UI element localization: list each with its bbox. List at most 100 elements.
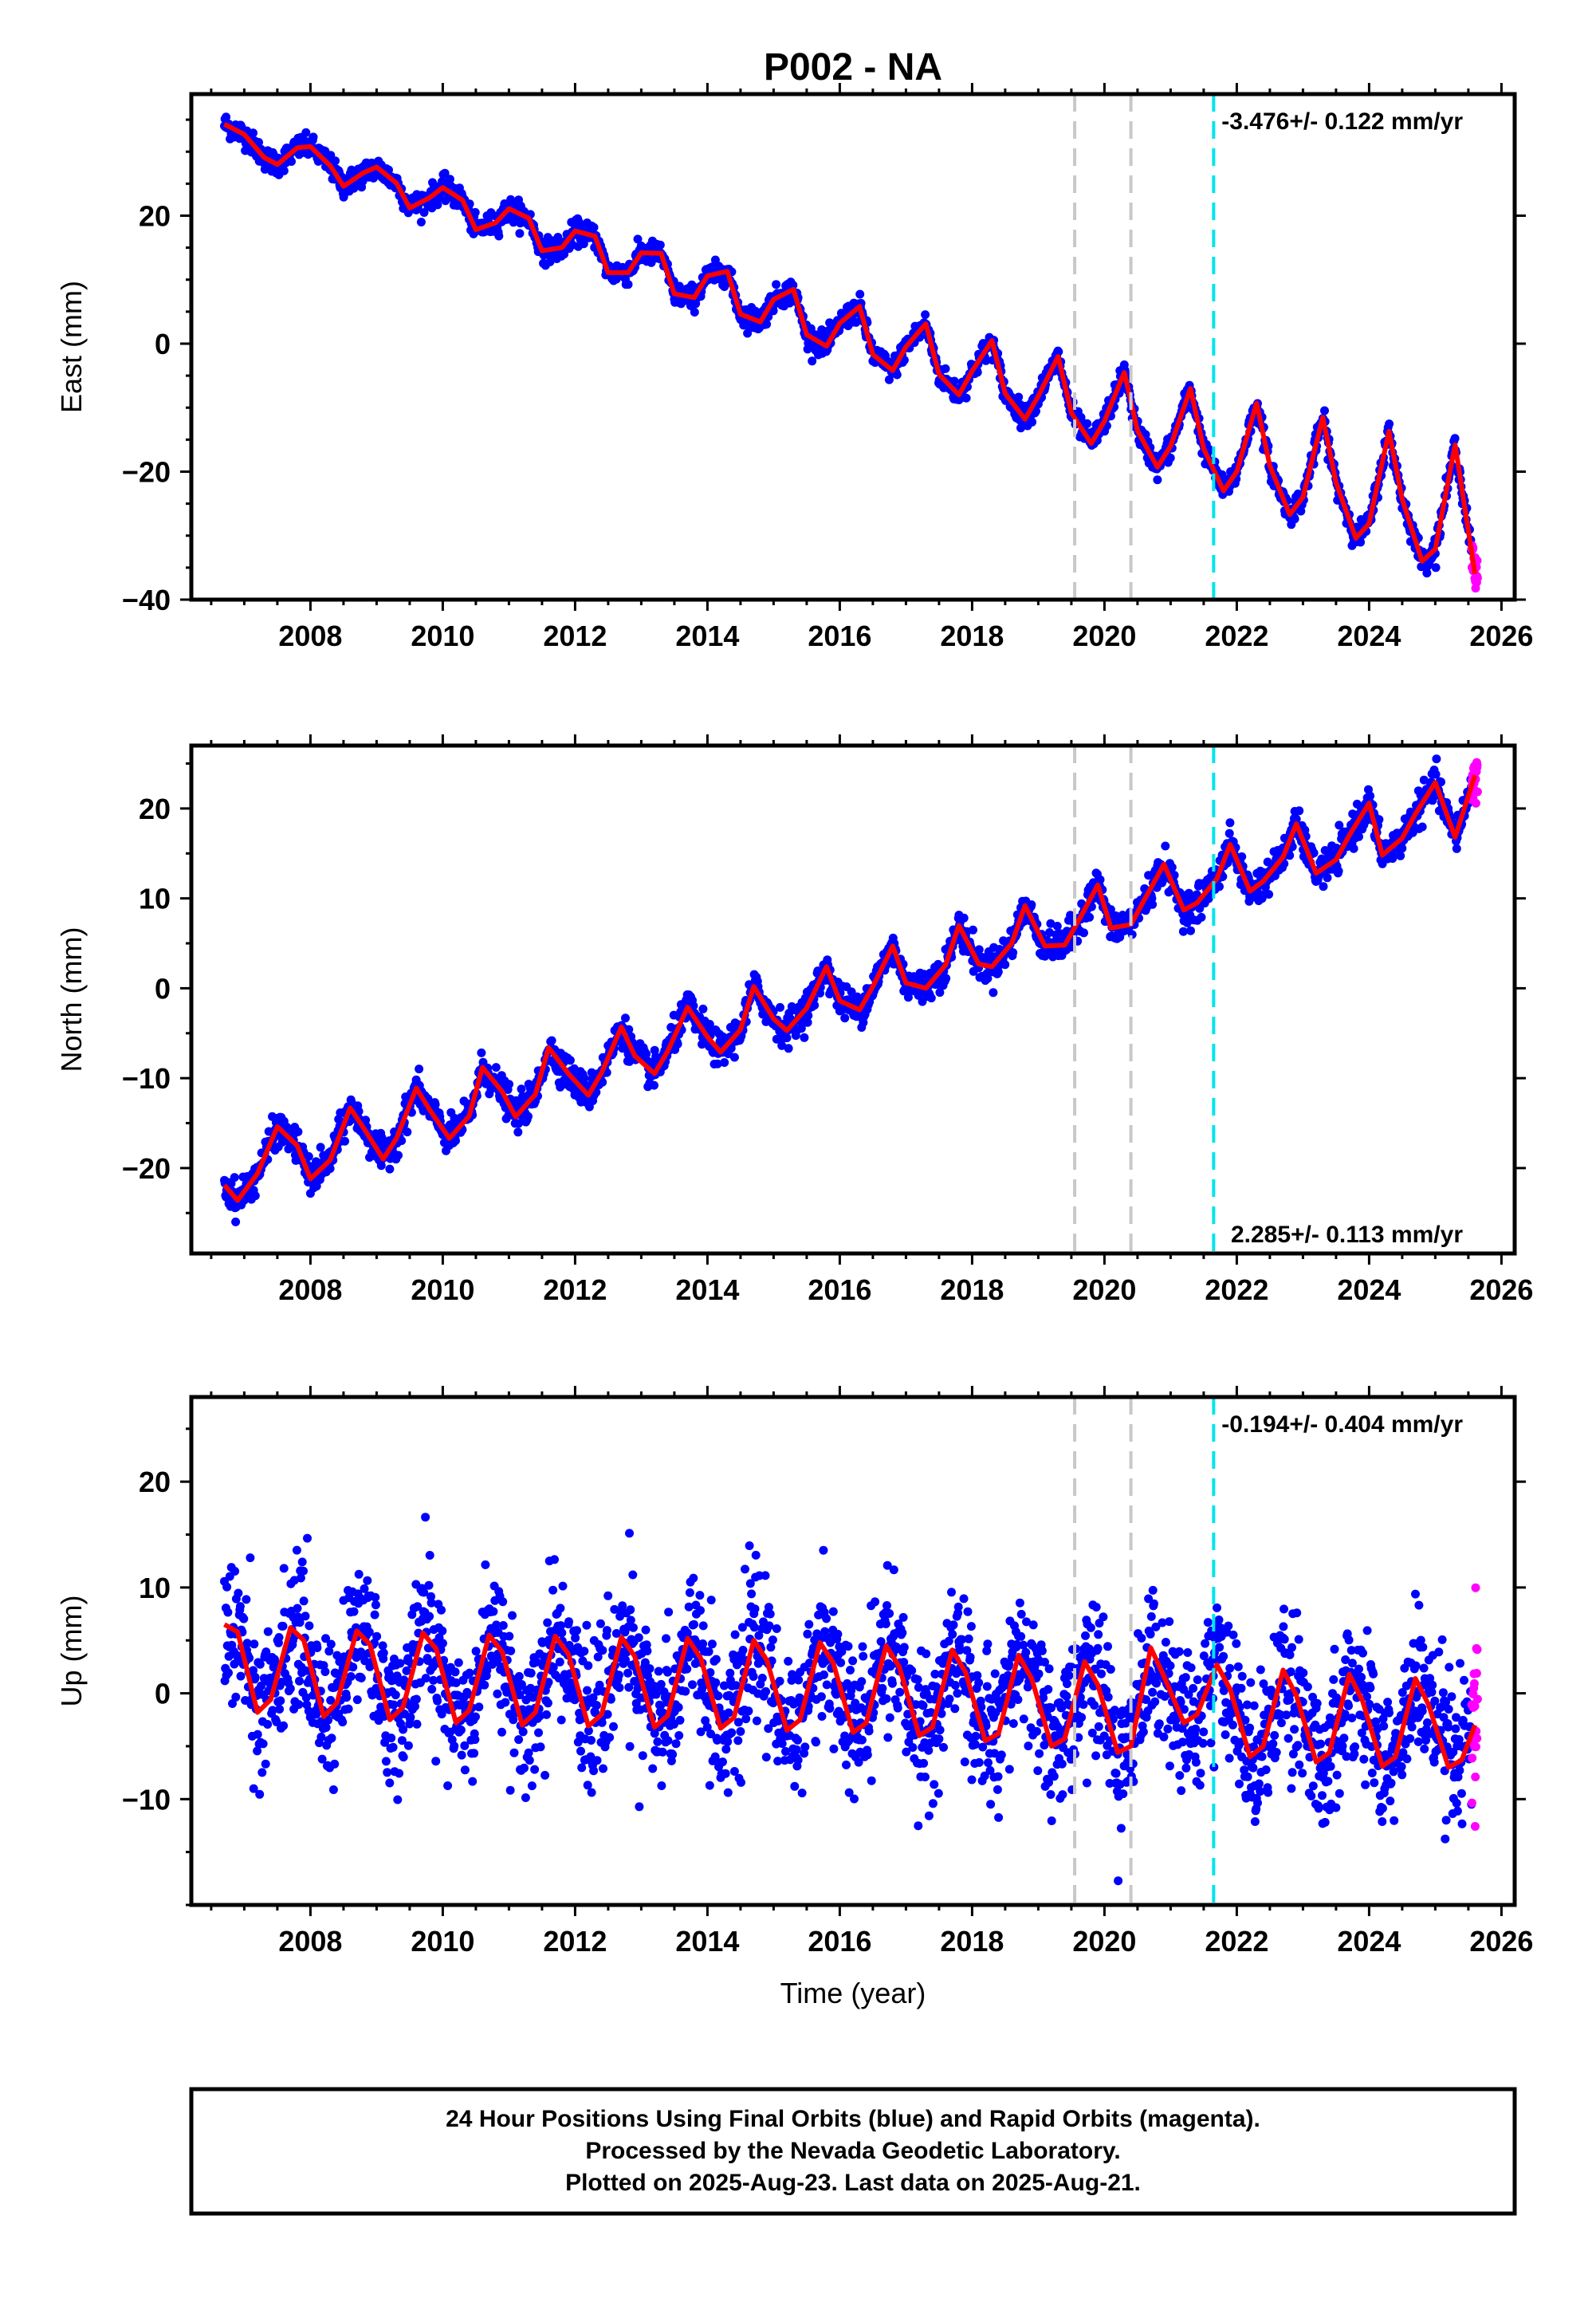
up-final-point <box>328 1785 338 1794</box>
up-final-point <box>299 1596 309 1606</box>
north-final-point <box>1419 775 1429 785</box>
north-final-point <box>556 1082 565 1092</box>
up-final-point <box>324 1647 334 1656</box>
north-final-point <box>1285 851 1295 860</box>
north-final-point <box>720 1058 729 1067</box>
north-final-point <box>1215 882 1224 891</box>
east-final-point <box>1032 407 1040 416</box>
north-final-point <box>673 1039 682 1049</box>
up-final-point <box>279 1721 289 1730</box>
up-final-point <box>235 1602 245 1612</box>
north-final-point <box>800 1033 809 1042</box>
up-final-point <box>301 1612 310 1621</box>
east-final-point <box>331 156 340 166</box>
north-final-point <box>1167 863 1177 872</box>
north-final-point <box>1237 852 1247 861</box>
east-final-point <box>623 280 633 289</box>
up-final-point <box>249 1666 258 1675</box>
up-final-point <box>228 1699 237 1708</box>
north-final-point <box>580 1073 589 1083</box>
north-final-point <box>698 1004 708 1013</box>
north-final-point <box>1052 922 1062 931</box>
east-y-tick-label: −20 <box>122 455 171 488</box>
north-x-tick-label: 2024 <box>1337 1273 1401 1306</box>
east-final-point <box>440 168 450 178</box>
north-final-point <box>1046 919 1055 928</box>
north-final-point <box>1186 926 1195 935</box>
east-final-point <box>279 166 289 175</box>
up-final-point <box>261 1759 270 1769</box>
up-final-point <box>239 1614 249 1623</box>
north-final-point <box>1079 928 1088 938</box>
east-x-tick-label: 2010 <box>411 620 474 652</box>
east-final-point <box>762 320 772 329</box>
up-final-point <box>295 1676 304 1686</box>
north-final-point <box>810 1001 820 1010</box>
up-final-point <box>230 1567 240 1576</box>
up-final-point <box>231 1692 241 1702</box>
east-final-point <box>751 306 760 316</box>
north-x-tick-label: 2012 <box>543 1273 607 1306</box>
north-frame <box>189 743 1517 1256</box>
north-final-point <box>293 1127 303 1136</box>
up-final-point <box>293 1604 302 1613</box>
up-final-point <box>317 1754 327 1764</box>
north-final-point <box>1452 844 1461 853</box>
north-x-tick-label: 2016 <box>808 1273 871 1306</box>
figure-title: P002 - NA <box>764 46 942 89</box>
north-final-point <box>784 1044 793 1053</box>
east-final-point <box>1450 434 1460 443</box>
up-final-point <box>255 1789 265 1799</box>
north-final-point <box>304 1151 313 1161</box>
north-final-point <box>1008 948 1018 958</box>
up-final-point <box>285 1684 295 1694</box>
east-final-point <box>494 231 504 241</box>
up-final-point <box>348 1663 358 1672</box>
up-final-point <box>279 1564 289 1573</box>
north-final-point <box>514 1119 523 1128</box>
up-final-point <box>342 1693 352 1702</box>
up-final-point <box>272 1718 281 1726</box>
east-final-point <box>941 364 950 373</box>
east-final-point <box>676 299 686 309</box>
up-final-point <box>242 1639 252 1648</box>
north-final-point <box>376 1161 386 1171</box>
up-final-point <box>276 1696 285 1706</box>
up-final-point <box>257 1681 266 1690</box>
up-plot-area <box>220 1513 1482 1886</box>
up-final-point <box>324 1715 333 1725</box>
east-final-point <box>1356 537 1366 547</box>
up-final-point <box>301 1693 311 1702</box>
up-final-point <box>294 1700 304 1710</box>
north-final-point <box>1291 814 1301 824</box>
north-final-point <box>1178 927 1188 936</box>
north-final-point <box>505 1080 513 1089</box>
east-final-point <box>416 218 426 226</box>
north-final-point <box>993 967 1003 977</box>
east-final-point <box>433 200 442 210</box>
up-final-point <box>250 1672 260 1682</box>
east-x-tick-label: 2012 <box>543 620 607 652</box>
north-final-point <box>777 1041 787 1050</box>
north-final-point <box>385 1164 395 1174</box>
north-final-point <box>1045 928 1054 937</box>
east-y-tick-label: 0 <box>155 328 171 360</box>
north-final-point <box>451 1136 460 1146</box>
north-final-point <box>1417 822 1427 832</box>
up-final-point <box>255 1659 265 1669</box>
north-final-point <box>415 1065 424 1074</box>
up-final-point <box>246 1553 255 1563</box>
up-panel: 2008 2010 2012 2014 2016 2018 2020 2022 2024 2026… <box>55 1386 1533 1958</box>
east-final-point <box>254 138 263 147</box>
north-final-point <box>1431 769 1441 779</box>
up-final-point <box>242 1595 251 1604</box>
north-rate-label: 2.285+/- 0.113 mm/yr <box>1231 1222 1463 1248</box>
north-final-point <box>974 945 984 954</box>
up-final-point <box>316 1732 326 1741</box>
north-final-point <box>316 1143 325 1152</box>
north-final-point <box>1432 754 1441 764</box>
north-final-point <box>1437 777 1445 787</box>
north-final-point <box>325 1164 335 1173</box>
east-frame <box>189 92 1517 602</box>
east-y-tick-label: 20 <box>139 199 171 232</box>
